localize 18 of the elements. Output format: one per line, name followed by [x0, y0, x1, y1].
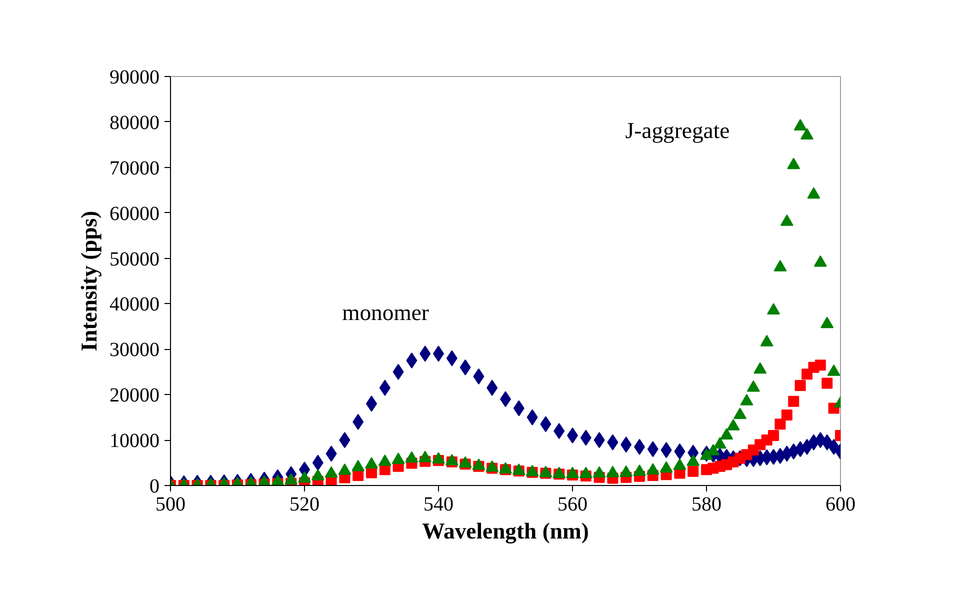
y-tick-label: 30000	[110, 339, 160, 362]
x-axis-title: Wavelength (nm)	[422, 518, 589, 544]
y-tick-label: 70000	[110, 157, 160, 180]
annotation: J-aggregate	[625, 118, 730, 143]
x-tick-label: 560	[558, 494, 588, 516]
annotation: monomer	[342, 300, 430, 325]
y-tick-label: 40000	[110, 294, 160, 316]
x-tick-label: 600	[826, 494, 856, 516]
x-tick-label: 580	[692, 494, 722, 516]
y-tick-label: 60000	[110, 202, 160, 225]
y-tick-label: 10000	[110, 430, 160, 452]
y-axis-title: Intensity (pps)	[76, 210, 102, 352]
y-tick-label: 50000	[110, 248, 160, 270]
y-tick-label: 20000	[110, 384, 160, 407]
x-tick-label: 540	[424, 494, 454, 516]
x-tick-label: 520	[290, 494, 320, 516]
y-tick-label: 80000	[110, 112, 160, 134]
y-tick-label: 90000	[110, 66, 160, 88]
